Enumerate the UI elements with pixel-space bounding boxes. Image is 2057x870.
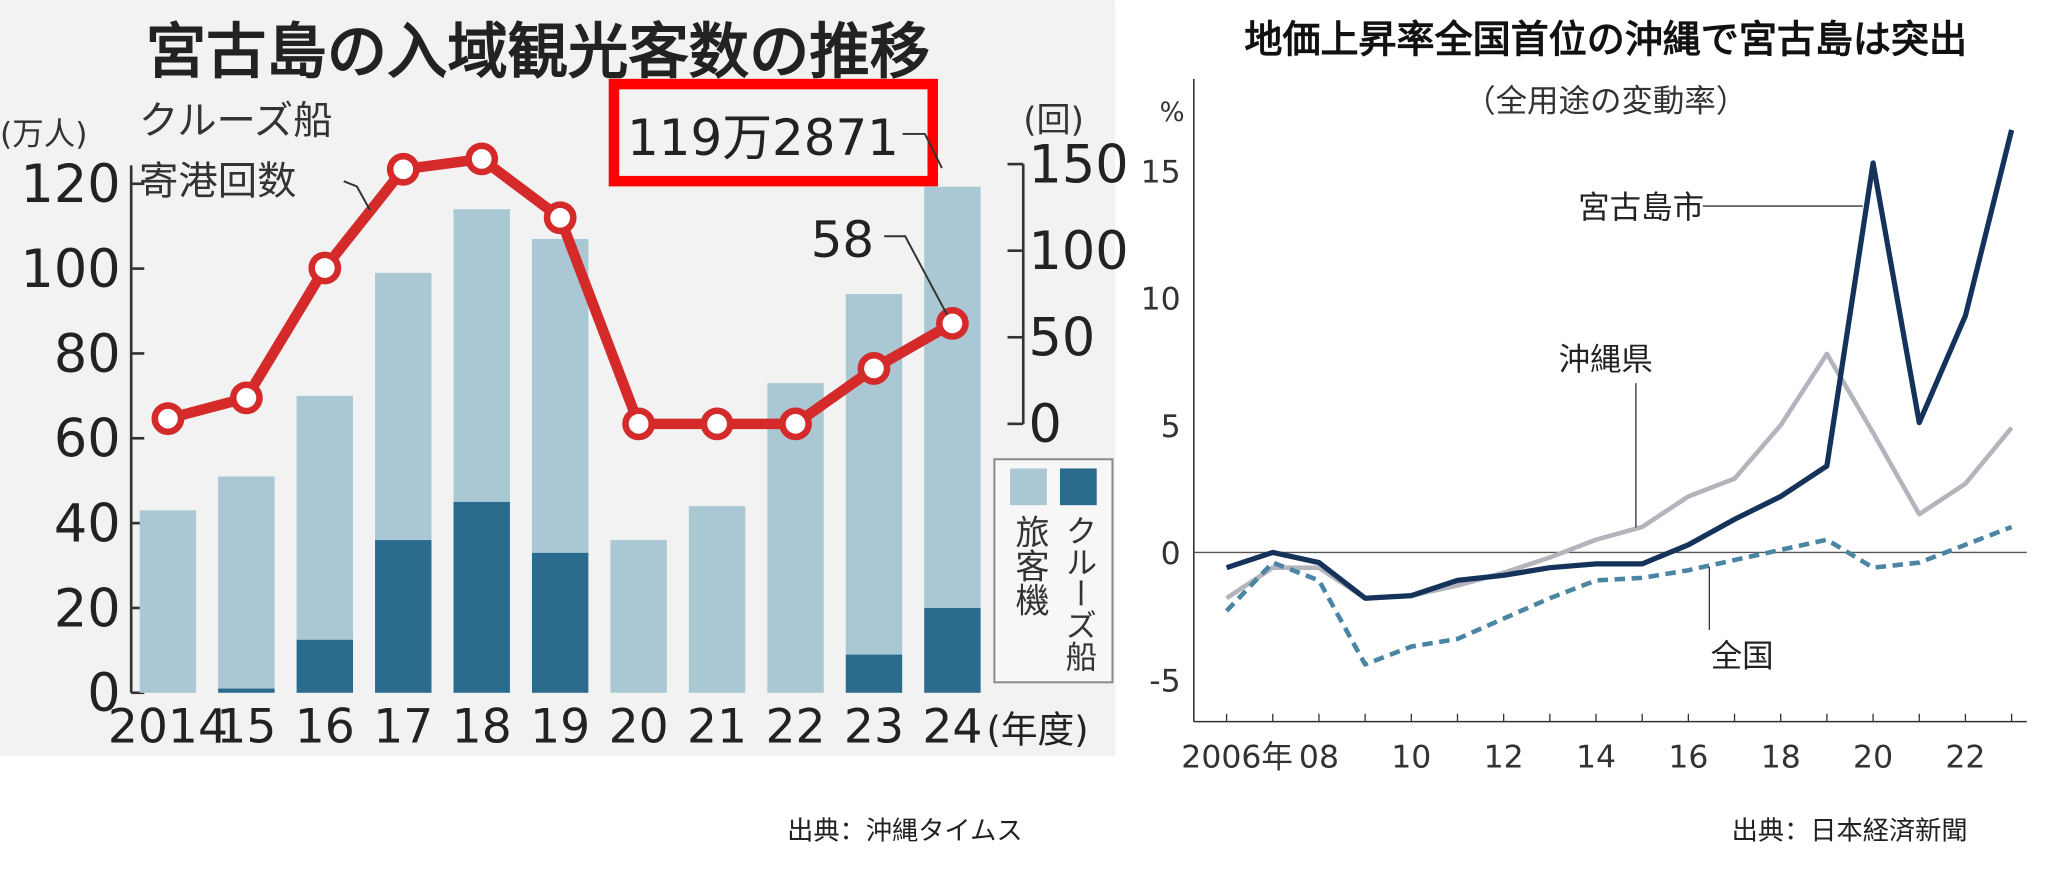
bar-airline-17 — [375, 272, 432, 541]
bar-cruise-15 — [218, 688, 275, 693]
legend-label-airline: 旅客機 — [1009, 514, 1050, 616]
bar-cruise-16 — [296, 639, 354, 693]
right-chart-x-tick-label: 20 — [1853, 740, 1893, 776]
x-tick-label: 2014 — [108, 700, 228, 755]
label-national: 全国 — [1711, 639, 1774, 675]
x-tick-label: 20 — [609, 700, 669, 755]
right-chart-x-tick-label: 18 — [1761, 740, 1801, 776]
series-line-national — [1224, 524, 2013, 667]
right-chart-y-tick-label: -5 — [1149, 663, 1180, 699]
series-line-miyakojima — [1225, 129, 2015, 601]
bar-airline-15 — [218, 476, 275, 689]
x-tick-label: 17 — [373, 700, 433, 755]
right-chart-title: 地価上昇率全国首位の沖縄で宮古島は突出 — [1244, 18, 1967, 62]
total-2024-leader — [902, 132, 943, 169]
right-y-tick-label: 50 — [1029, 308, 1096, 369]
right-chart-y-tick-label: 0 — [1161, 536, 1181, 572]
cruise-calls-point-22 — [779, 407, 812, 441]
right-chart-y-tick-label: 5 — [1161, 409, 1181, 445]
cruise-calls-point-19 — [543, 201, 577, 235]
bar-airline-2014 — [139, 510, 197, 693]
cruise-2024-annotation: 58 — [811, 211, 874, 269]
bar-airline-16 — [296, 395, 354, 640]
bar-airline-20 — [610, 540, 667, 693]
left-y-tick-label: 60 — [54, 409, 121, 470]
right-y-axis-label: (回) — [1023, 100, 1084, 140]
right-chart-x-tick-label: 2006年 — [1181, 740, 1293, 776]
cruise-label-line2: 寄港回数 — [139, 158, 296, 204]
cruise-label-line1: クルーズ船 — [139, 98, 333, 144]
right-chart-x-tick-label: 22 — [1945, 740, 1985, 776]
right-y-tick-label: 150 — [1029, 134, 1129, 195]
right-chart-x-tick-label: 16 — [1668, 740, 1708, 776]
right-source: 出典：日本経済新聞 — [1732, 817, 1968, 847]
right-y-tick-label: 100 — [1029, 221, 1129, 282]
bar-airline-24 — [924, 186, 981, 608]
bar-cruise-23 — [845, 654, 903, 693]
bar-airline-19 — [531, 238, 589, 553]
label-okinawa-pref: 沖縄県 — [1558, 342, 1652, 378]
bar-airline-18 — [453, 209, 510, 502]
legend: 旅客機 クルーズ船 — [993, 458, 1114, 684]
cruise-calls-point-23 — [857, 352, 891, 385]
cruise-calls-point-16 — [308, 251, 342, 285]
cruise-calls-point-18 — [465, 142, 499, 176]
cruise-calls-point-17 — [386, 152, 420, 186]
cruise-calls-point-20 — [622, 407, 656, 441]
x-tick-label: 15 — [216, 700, 276, 755]
legend-swatch-cruise — [1059, 468, 1097, 506]
bar-airline-23 — [845, 294, 903, 655]
legend-label-cruise: クルーズ船 — [1060, 514, 1096, 672]
cruise-label-leader — [343, 180, 371, 211]
right-chart-y-tick-label: 15 — [1141, 154, 1181, 190]
percent-unit-label: % — [1160, 98, 1185, 128]
left-chart-title: 宮古島の入域観光客数の推移 — [146, 17, 930, 87]
bar-cruise-18 — [453, 501, 510, 693]
right-chart-x-tick-label: 12 — [1484, 740, 1524, 776]
right-chart-subtitle: （全用途の変動率） — [1464, 84, 1747, 120]
label-miyakojima-city: 宮古島市 — [1578, 190, 1704, 226]
bar-cruise-24 — [924, 607, 981, 693]
right-chart-x-tick-label: 10 — [1391, 740, 1431, 776]
x-tick-label: 22 — [765, 700, 825, 755]
left-y-tick-label: 20 — [54, 578, 121, 639]
x-unit-label: (年度) — [987, 709, 1089, 752]
bar-cruise-19 — [531, 552, 589, 693]
left-y-tick-label: 80 — [54, 324, 121, 385]
left-y-axis-label: (万人) — [0, 116, 88, 152]
left-y-tick-label: 40 — [54, 493, 121, 554]
left-y-tick-label: 120 — [21, 154, 121, 215]
right-y-tick-label: 0 — [1029, 394, 1062, 455]
total-2024-annotation: 119万2871 — [627, 109, 899, 167]
x-tick-label: 24 — [922, 700, 982, 755]
cruise-calls-point-15 — [229, 381, 263, 415]
x-tick-label: 23 — [844, 700, 904, 755]
cruise-2024-leader — [884, 235, 949, 316]
left-y-tick-label: 100 — [21, 239, 121, 300]
highlight-box — [608, 78, 938, 187]
right-chart-x-tick-label: 14 — [1576, 740, 1616, 776]
land-price-chart: 地価上昇率全国首位の沖縄で宮古島は突出 （全用途の変動率） % -5 0 5 10 15… — [1141, 18, 2027, 847]
left-y-tick-label: 0 — [87, 663, 120, 724]
right-chart-x-tick-label: 08 — [1299, 740, 1339, 776]
right-chart-y-tick-label: 10 — [1141, 282, 1181, 318]
x-tick-label: 21 — [687, 700, 747, 755]
cruise-calls-point-2014 — [151, 402, 185, 436]
cruise-calls-point-21 — [700, 407, 734, 441]
x-tick-label: 19 — [530, 700, 590, 755]
cruise-calls-point-24 — [936, 307, 969, 340]
left-source: 出典：沖縄タイムス — [787, 817, 1022, 847]
bar-cruise-17 — [375, 540, 432, 693]
tourist-chart: 宮古島の入域観光客数の推移 (万人) (回) (年度) 0 20 40 60 80 100… — [0, 0, 1129, 847]
x-tick-label: 16 — [295, 700, 355, 755]
x-tick-label: 18 — [452, 700, 512, 755]
bar-airline-21 — [688, 506, 746, 693]
legend-swatch-airline — [1010, 468, 1047, 506]
